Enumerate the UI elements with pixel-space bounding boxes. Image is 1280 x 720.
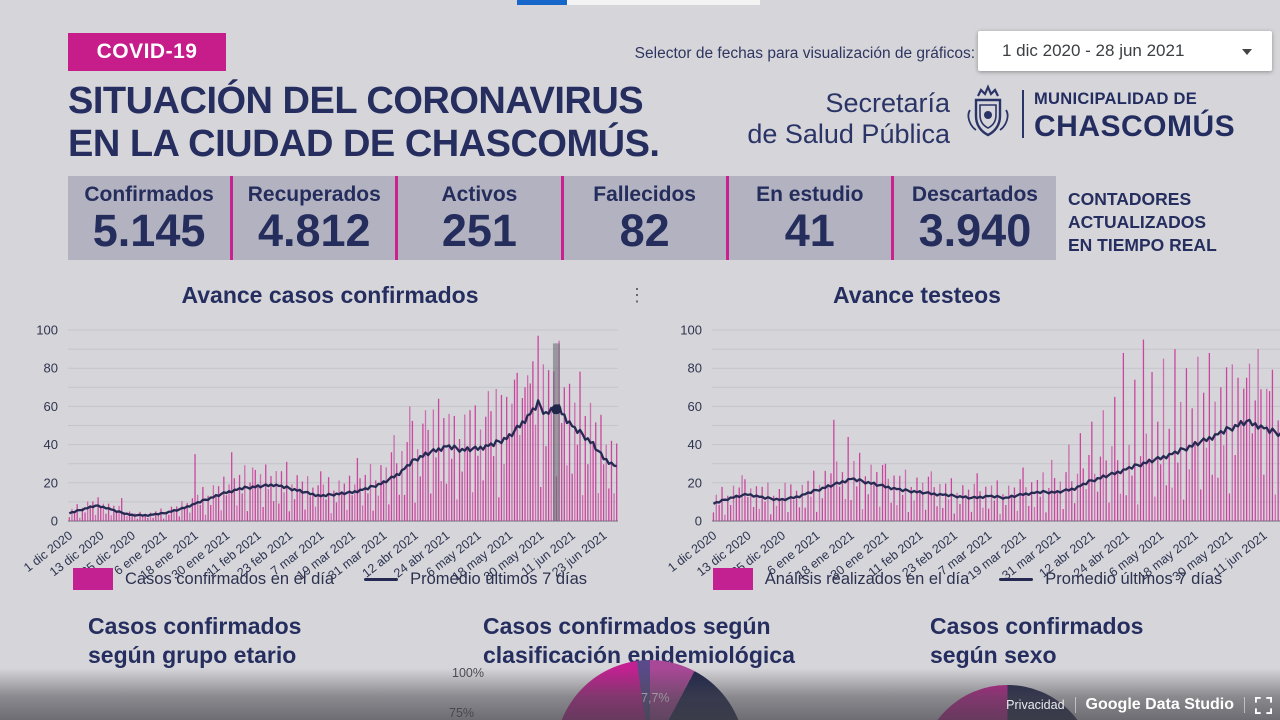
svg-text:20: 20 (44, 475, 58, 490)
footer-divider (1074, 697, 1076, 713)
date-range-dropdown[interactable]: 1 dic 2020 - 28 jun 2021 (978, 31, 1272, 71)
secretaria-line1: Secretaría (825, 88, 950, 118)
stat-value: 5.145 (92, 205, 206, 256)
stat-en-estudio: En estudio 41 (725, 176, 891, 260)
svg-text:20: 20 (688, 475, 702, 490)
chart-title: Avance testeos (833, 282, 1001, 308)
section-title-grupo-etario: Casos confirmados según grupo etario (88, 612, 301, 671)
stat-recuperados: Recuperados 4.812 (230, 176, 395, 260)
footer-divider (1244, 697, 1245, 713)
page-title-line1: SITUACIÓN DEL CORONAVIRUS (68, 80, 644, 122)
header-divider (1022, 90, 1024, 138)
stat-label: Fallecidos (593, 183, 696, 206)
svg-text:80: 80 (44, 361, 58, 376)
fullscreen-icon[interactable] (1255, 696, 1272, 714)
stat-descartados: Descartados 3.940 (890, 176, 1056, 260)
stat-value: 3.940 (918, 205, 1032, 256)
legend-label: Casos confirmados en el día (124, 569, 335, 588)
note-line: ACTUALIZADOS (1068, 212, 1207, 233)
bar-swatch-icon (712, 568, 753, 590)
stat-value: 4.812 (257, 205, 371, 256)
note-line: EN TIEMPO REAL (1068, 235, 1217, 256)
svg-text:40: 40 (44, 437, 58, 452)
svg-text:100: 100 (36, 324, 58, 338)
section-title-line: según sexo (930, 642, 1057, 669)
stats-band: Confirmados 5.145 Recuperados 4.812 Acti… (68, 176, 1056, 260)
svg-text:60: 60 (688, 399, 702, 414)
stat-value: 41 (784, 205, 835, 256)
legend-label: Promedio últimos 7 días (1045, 569, 1223, 588)
top-tab-active-indicator (517, 0, 567, 5)
municipality-line1: MUNICIPALIDAD DE (1034, 90, 1198, 108)
stat-label: En estudio (756, 183, 864, 206)
stat-fallecidos: Fallecidos 82 (560, 176, 726, 260)
bottom-fade-overlay (0, 668, 1280, 720)
privacy-link[interactable]: Privacidad (1006, 698, 1065, 712)
bar-swatch-icon (72, 568, 113, 590)
stat-label: Recuperados (247, 183, 381, 206)
svg-text:100: 100 (680, 324, 702, 338)
municipality-wordmark: MUNICIPALIDAD DE CHASCOMÚS (1034, 91, 1235, 142)
stat-activos: Activos 251 (395, 176, 560, 260)
stat-value: 251 (441, 205, 517, 256)
line-swatch-icon (999, 577, 1034, 581)
stat-label: Confirmados (84, 183, 214, 206)
section-title-line: Casos confirmados (930, 613, 1144, 639)
section-title-line: Casos confirmados según (483, 613, 771, 639)
note-line: CONTADORES (1068, 189, 1192, 209)
section-title-line: según grupo etario (88, 642, 297, 669)
date-selector-label: Selector de fechas para visualización de… (634, 45, 975, 62)
stat-label: Activos (441, 183, 518, 206)
stat-confirmados: Confirmados 5.145 (68, 176, 230, 260)
chart-menu-kebab-icon[interactable]: ⋮ (628, 285, 646, 305)
chevron-down-icon (1242, 49, 1252, 55)
municipality-shield-icon (967, 84, 1009, 137)
stat-label: Descartados (911, 183, 1038, 206)
legend-label: Análisis realizados en el día (764, 569, 970, 588)
section-title-clasificacion: Casos confirmados según clasificación ep… (483, 612, 795, 671)
svg-text:0: 0 (695, 514, 702, 529)
secretaria-line2: de Salud Pública (747, 119, 950, 150)
secretaria-label: Secretaría de Salud Pública (690, 88, 950, 151)
covid19-badge: COVID-19 (68, 33, 226, 71)
municipality-line2: CHASCOMÚS (1034, 109, 1236, 143)
chart-legend: Casos confirmados en el día Promedio últ… (0, 568, 660, 590)
date-range-value: 1 dic 2020 - 28 jun 2021 (1002, 41, 1185, 60)
svg-text:80: 80 (688, 361, 702, 376)
svg-text:0: 0 (51, 514, 58, 529)
chart-legend: Análisis realizados en el día Promedio ú… (655, 568, 1280, 590)
page-title-line2: EN LA CIUDAD DE CHASCOMÚS. (68, 122, 660, 165)
section-title-line: Casos confirmados (88, 613, 302, 639)
section-title-sexo: Casos confirmados según sexo (930, 612, 1143, 671)
top-tab-strip (567, 0, 760, 5)
embed-footer: Privacidad Google Data Studio (0, 696, 1272, 714)
line-swatch-icon (364, 577, 399, 581)
page-title: SITUACIÓN DEL CORONAVIRUS EN LA CIUDAD D… (68, 80, 660, 165)
chart-casos-confirmados: Avance casos confirmados ⋮ 0 20 40 60 80 100 1… (0, 278, 660, 608)
svg-text:40: 40 (688, 437, 702, 452)
chart-title: Avance casos confirmados (181, 282, 479, 308)
chart-avance-testeos: Avance testeos 0 20 40 60 80 100 1 dic 2020 13 … (655, 278, 1280, 608)
stat-value: 82 (619, 205, 670, 256)
svg-text:60: 60 (44, 399, 58, 414)
google-data-studio-link[interactable]: Google Data Studio (1085, 696, 1234, 713)
legend-label: Promedio últimos 7 días (410, 569, 588, 588)
realtime-counters-note: CONTADORES ACTUALIZADOS EN TIEMPO REAL (1068, 188, 1217, 257)
